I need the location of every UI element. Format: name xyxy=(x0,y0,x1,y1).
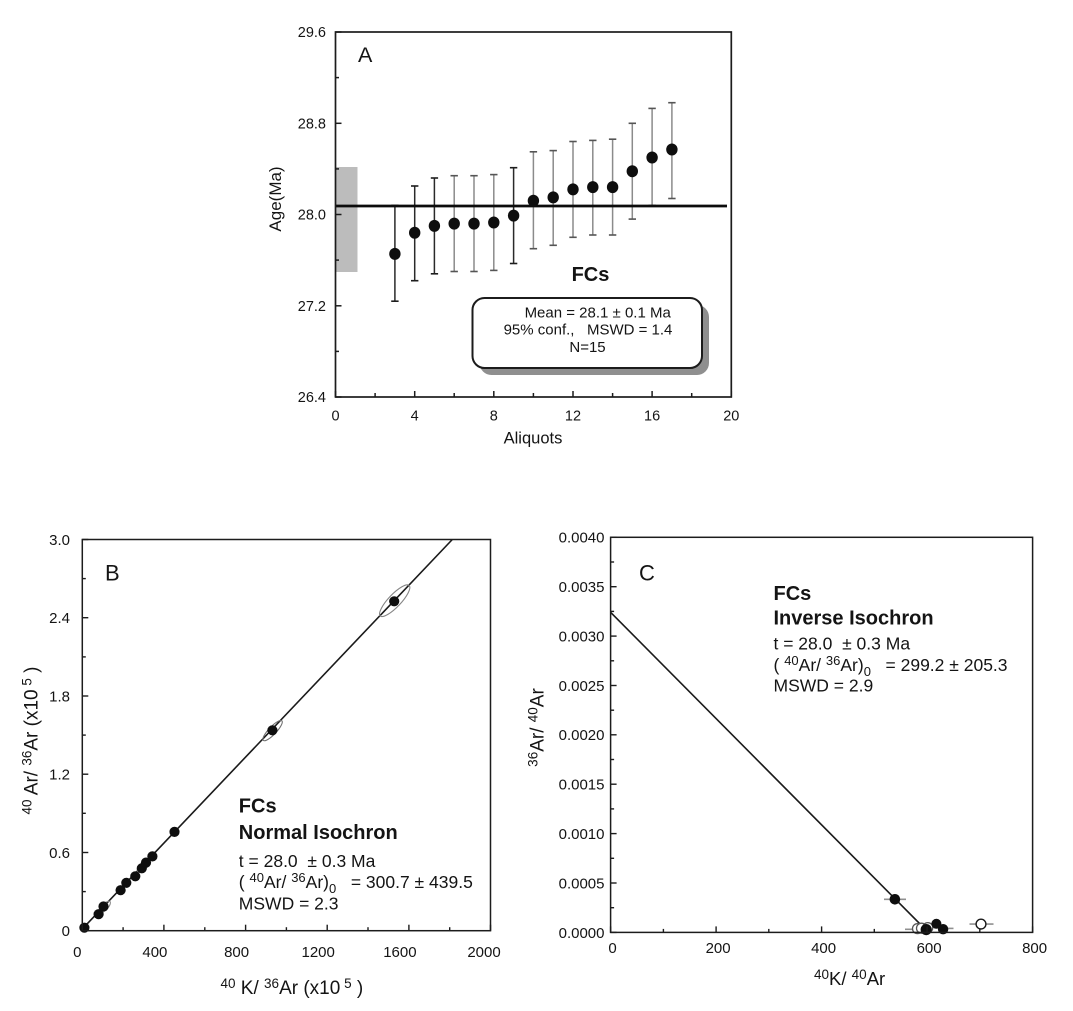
svg-text:t = 28.0 ± 0.3 Ma: t = 28.0 ± 0.3 Ma xyxy=(239,851,376,871)
svg-text:0.0040: 0.0040 xyxy=(559,530,605,547)
svg-text:12: 12 xyxy=(565,409,581,425)
svg-text:( 40Ar/ 36Ar)0 = 299.2 ± 205: ( 40Ar/ 36Ar)0 = 299.2 ± 205.3 xyxy=(774,653,1008,679)
svg-text:( 40Ar/ 36Ar)0 = 300.7 ± 439: ( 40Ar/ 36Ar)0 = 300.7 ± 439.5 xyxy=(239,870,473,896)
svg-text:0.0020: 0.0020 xyxy=(559,727,605,744)
svg-text:0.0005: 0.0005 xyxy=(559,875,605,892)
svg-text:A: A xyxy=(358,43,373,67)
svg-text:26.4: 26.4 xyxy=(298,390,326,406)
svg-text:Mean = 28.1 ± 0.1 Ma: Mean = 28.1 ± 0.1 Ma xyxy=(525,305,672,322)
svg-text:28.8: 28.8 xyxy=(298,117,326,133)
svg-text:800: 800 xyxy=(224,944,249,961)
svg-text:FCs: FCs xyxy=(239,796,277,818)
svg-text:B: B xyxy=(105,560,120,585)
svg-text:16: 16 xyxy=(644,409,660,425)
svg-text:40K/ 40Ar: 40K/ 40Ar xyxy=(814,967,885,989)
svg-text:FCs: FCs xyxy=(774,583,812,605)
svg-text:20: 20 xyxy=(723,409,739,425)
svg-text:28.0: 28.0 xyxy=(298,208,326,224)
svg-text:200: 200 xyxy=(706,940,731,957)
svg-text:0.0035: 0.0035 xyxy=(559,579,605,596)
svg-text:0: 0 xyxy=(608,940,616,957)
svg-text:4: 4 xyxy=(411,409,419,425)
svg-text:MSWD = 2.3: MSWD = 2.3 xyxy=(239,894,339,914)
svg-text:0: 0 xyxy=(73,944,81,961)
svg-text:600: 600 xyxy=(917,940,942,957)
svg-text:Inverse Isochron: Inverse Isochron xyxy=(774,608,934,630)
svg-text:Age(Ma): Age(Ma) xyxy=(266,166,285,231)
svg-text:1200: 1200 xyxy=(302,944,335,961)
svg-text:0.0000: 0.0000 xyxy=(559,925,605,942)
svg-text:1.2: 1.2 xyxy=(49,767,70,784)
svg-text:27.2: 27.2 xyxy=(298,299,326,315)
svg-text:29.6: 29.6 xyxy=(298,25,326,41)
svg-text:Normal Isochron: Normal Isochron xyxy=(239,822,398,844)
svg-text:400: 400 xyxy=(142,944,167,961)
svg-text:8: 8 xyxy=(490,409,498,425)
svg-text:N=15: N=15 xyxy=(569,339,605,356)
svg-text:MSWD = 2.9: MSWD = 2.9 xyxy=(774,676,874,696)
svg-text:0.0015: 0.0015 xyxy=(559,777,605,794)
svg-text:400: 400 xyxy=(811,940,836,957)
svg-text:FCs: FCs xyxy=(572,264,610,286)
svg-text:1.8: 1.8 xyxy=(49,688,70,705)
svg-text:1600: 1600 xyxy=(383,944,416,961)
svg-text:0.0025: 0.0025 xyxy=(559,678,605,695)
svg-text:36Ar/ 40Ar: 36Ar/ 40Ar xyxy=(526,688,549,767)
svg-text:0.0030: 0.0030 xyxy=(559,629,605,646)
svg-text:40 Ar/ 36Ar (x10 5 ): 40 Ar/ 36Ar (x10 5 ) xyxy=(20,667,43,815)
svg-text:0: 0 xyxy=(331,409,339,425)
svg-text:40 K/ 36Ar (x10 5 ): 40 K/ 36Ar (x10 5 ) xyxy=(221,976,364,999)
svg-text:3.0: 3.0 xyxy=(49,532,70,549)
svg-text:2.4: 2.4 xyxy=(49,610,70,627)
svg-text:C: C xyxy=(639,561,655,586)
svg-text:0.6: 0.6 xyxy=(49,845,70,862)
svg-text:0: 0 xyxy=(62,923,70,940)
svg-text:800: 800 xyxy=(1022,940,1047,957)
svg-text:t = 28.0 ± 0.3 Ma: t = 28.0 ± 0.3 Ma xyxy=(774,634,911,654)
svg-text:Aliquots: Aliquots xyxy=(504,430,563,448)
svg-text:2000: 2000 xyxy=(467,944,500,961)
svg-text:0.0010: 0.0010 xyxy=(559,826,605,843)
svg-text:95% conf., MSWD = 1.4: 95% conf., MSWD = 1.4 xyxy=(504,322,673,339)
